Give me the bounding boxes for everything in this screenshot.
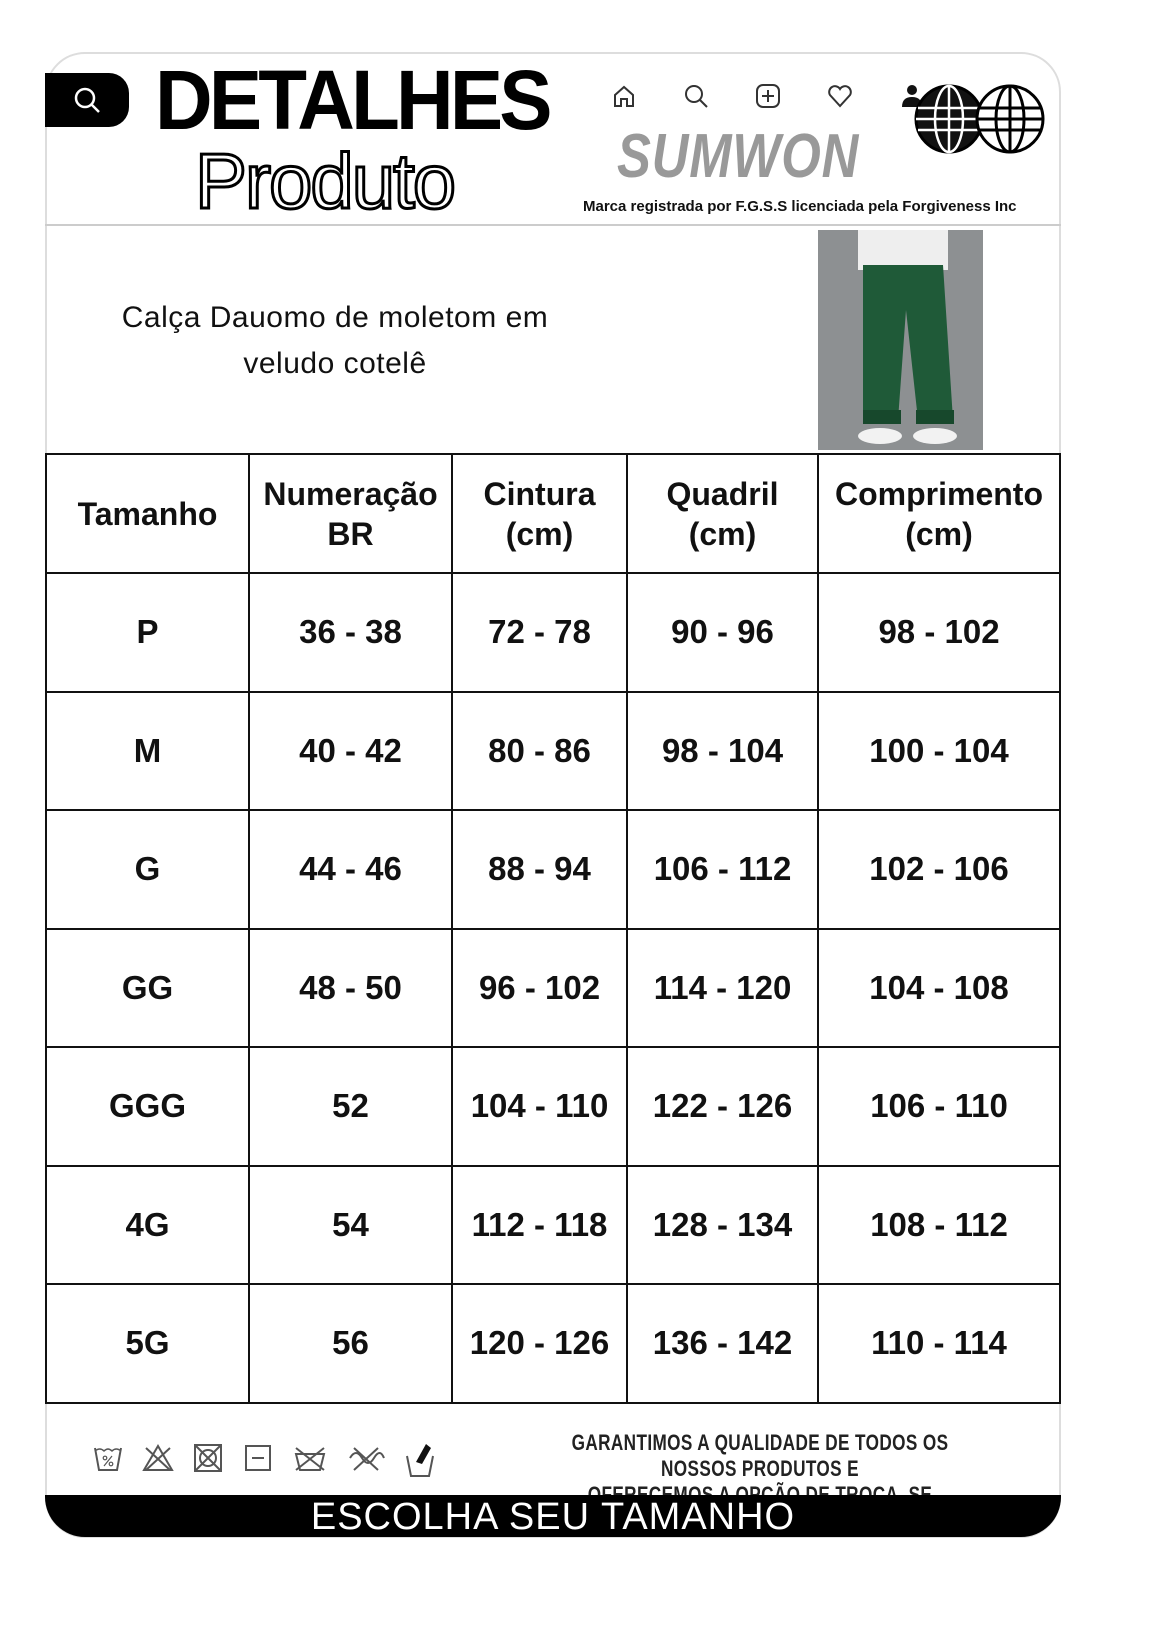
- table-cell: 52: [248, 1046, 453, 1167]
- no-bleach-icon: [142, 1444, 174, 1471]
- table-cell: 44 - 46: [248, 809, 453, 930]
- table-cell: 98 - 102: [817, 572, 1061, 693]
- no-tumble-dry-icon: [194, 1444, 222, 1472]
- divider: [45, 224, 1061, 226]
- table-cell: 48 - 50: [248, 927, 453, 1048]
- table-cell: 114 - 120: [626, 927, 819, 1048]
- guarantee-line1: GARANTIMOS A QUALIDADE DE TODOS OS NOSSO…: [571, 1430, 949, 1481]
- care-icons: [92, 1442, 436, 1478]
- table-cell: 80 - 86: [451, 690, 628, 811]
- table-cell: 40 - 42: [248, 690, 453, 811]
- table-cell: 112 - 118: [451, 1164, 628, 1285]
- size-table: Tamanho Numeração BR Cintura (cm) Quadril(…: [45, 453, 1061, 1404]
- table-cell: 104 - 108: [817, 927, 1061, 1048]
- header-tamanho: Tamanho: [45, 453, 250, 574]
- table-cell: 108 - 112: [817, 1164, 1061, 1285]
- table-row: M 40 - 42 80 - 86 98 - 104 100 - 104: [45, 690, 1061, 811]
- table-cell: 106 - 110: [817, 1046, 1061, 1167]
- header-quadril: Quadril (cm): [626, 453, 819, 574]
- table-cell: 106 - 112: [626, 809, 819, 930]
- header-numeracao: Numeração BR: [248, 453, 453, 574]
- brand-logo: SUMWON: [617, 122, 860, 191]
- table-cell: 128 - 134: [626, 1164, 819, 1285]
- wash-30-icon: [94, 1447, 122, 1471]
- user-icon[interactable]: [876, 82, 948, 114]
- table-cell: 36 - 38: [248, 572, 453, 693]
- product-name-line1: Calça Dauomo de moletom em: [121, 301, 549, 334]
- table-cell: M: [45, 690, 250, 811]
- hand-wash-icon: [406, 1444, 434, 1477]
- table-cell: GGG: [45, 1046, 250, 1167]
- home-icon[interactable]: [588, 82, 660, 114]
- table-cell: 102 - 106: [817, 809, 1061, 930]
- table-cell: 5G: [45, 1283, 250, 1404]
- heart-icon[interactable]: [804, 82, 876, 114]
- search-icon: [74, 87, 100, 113]
- no-wring-icon: [349, 1447, 385, 1471]
- table-cell: 110 - 114: [817, 1283, 1061, 1404]
- search-icon[interactable]: [660, 82, 732, 114]
- table-cell: G: [45, 809, 250, 930]
- title-produto: Produto: [193, 137, 457, 225]
- table-cell: 100 - 104: [817, 690, 1061, 811]
- title-detalhes: DETALHES: [155, 53, 553, 147]
- header-comprimento: Comprimento (cm): [817, 453, 1061, 574]
- table-cell: 88 - 94: [451, 809, 628, 930]
- table-cell: 96 - 102: [451, 927, 628, 1048]
- header-cintura: Cintura (cm): [451, 453, 628, 574]
- table-row: GG 48 - 50 96 - 102 114 - 120 104 - 108: [45, 927, 1061, 1048]
- table-cell: 4G: [45, 1164, 250, 1285]
- table-cell: 54: [248, 1164, 453, 1285]
- table-row: 4G 54 112 - 118 128 - 134 108 - 112: [45, 1164, 1061, 1285]
- table-cell: 72 - 78: [451, 572, 628, 693]
- table-row: P 36 - 38 72 - 78 90 - 96 98 - 102: [45, 572, 1061, 693]
- table-cell: 136 - 142: [626, 1283, 819, 1404]
- table-row: GGG 52 104 - 110 122 - 126 106 - 110: [45, 1046, 1061, 1167]
- search-button[interactable]: [45, 73, 129, 127]
- choose-size-banner: ESCOLHA SEU TAMANHO: [45, 1495, 1061, 1538]
- table-cell: GG: [45, 927, 250, 1048]
- trademark-text: Marca registrada por F.G.S.S licenciada …: [583, 198, 1017, 215]
- table-cell: 90 - 96: [626, 572, 819, 693]
- table-cell: 98 - 104: [626, 690, 819, 811]
- table-header-row: Tamanho Numeração BR Cintura (cm) Quadril(…: [45, 453, 1061, 574]
- nav-icons: [588, 82, 948, 114]
- no-dry-clean-icon: [294, 1447, 326, 1471]
- table-cell: 104 - 110: [451, 1046, 628, 1167]
- dry-flat-icon: [245, 1445, 271, 1471]
- table-cell: 56: [248, 1283, 453, 1404]
- table-cell: 122 - 126: [626, 1046, 819, 1167]
- product-name-line2: veludo cotelê: [243, 347, 427, 380]
- table-cell: 120 - 126: [451, 1283, 628, 1404]
- table-cell: P: [45, 572, 250, 693]
- product-name: Calça Dauomo de moletom em veludo cotelê: [60, 295, 610, 387]
- table-row: G 44 - 46 88 - 94 106 - 112 102 - 106: [45, 809, 1061, 930]
- add-icon[interactable]: [732, 82, 804, 114]
- table-row: 5G 56 120 - 126 136 - 142 110 - 114: [45, 1283, 1061, 1404]
- product-photo: [818, 230, 983, 450]
- globe-icon: [914, 84, 1045, 154]
